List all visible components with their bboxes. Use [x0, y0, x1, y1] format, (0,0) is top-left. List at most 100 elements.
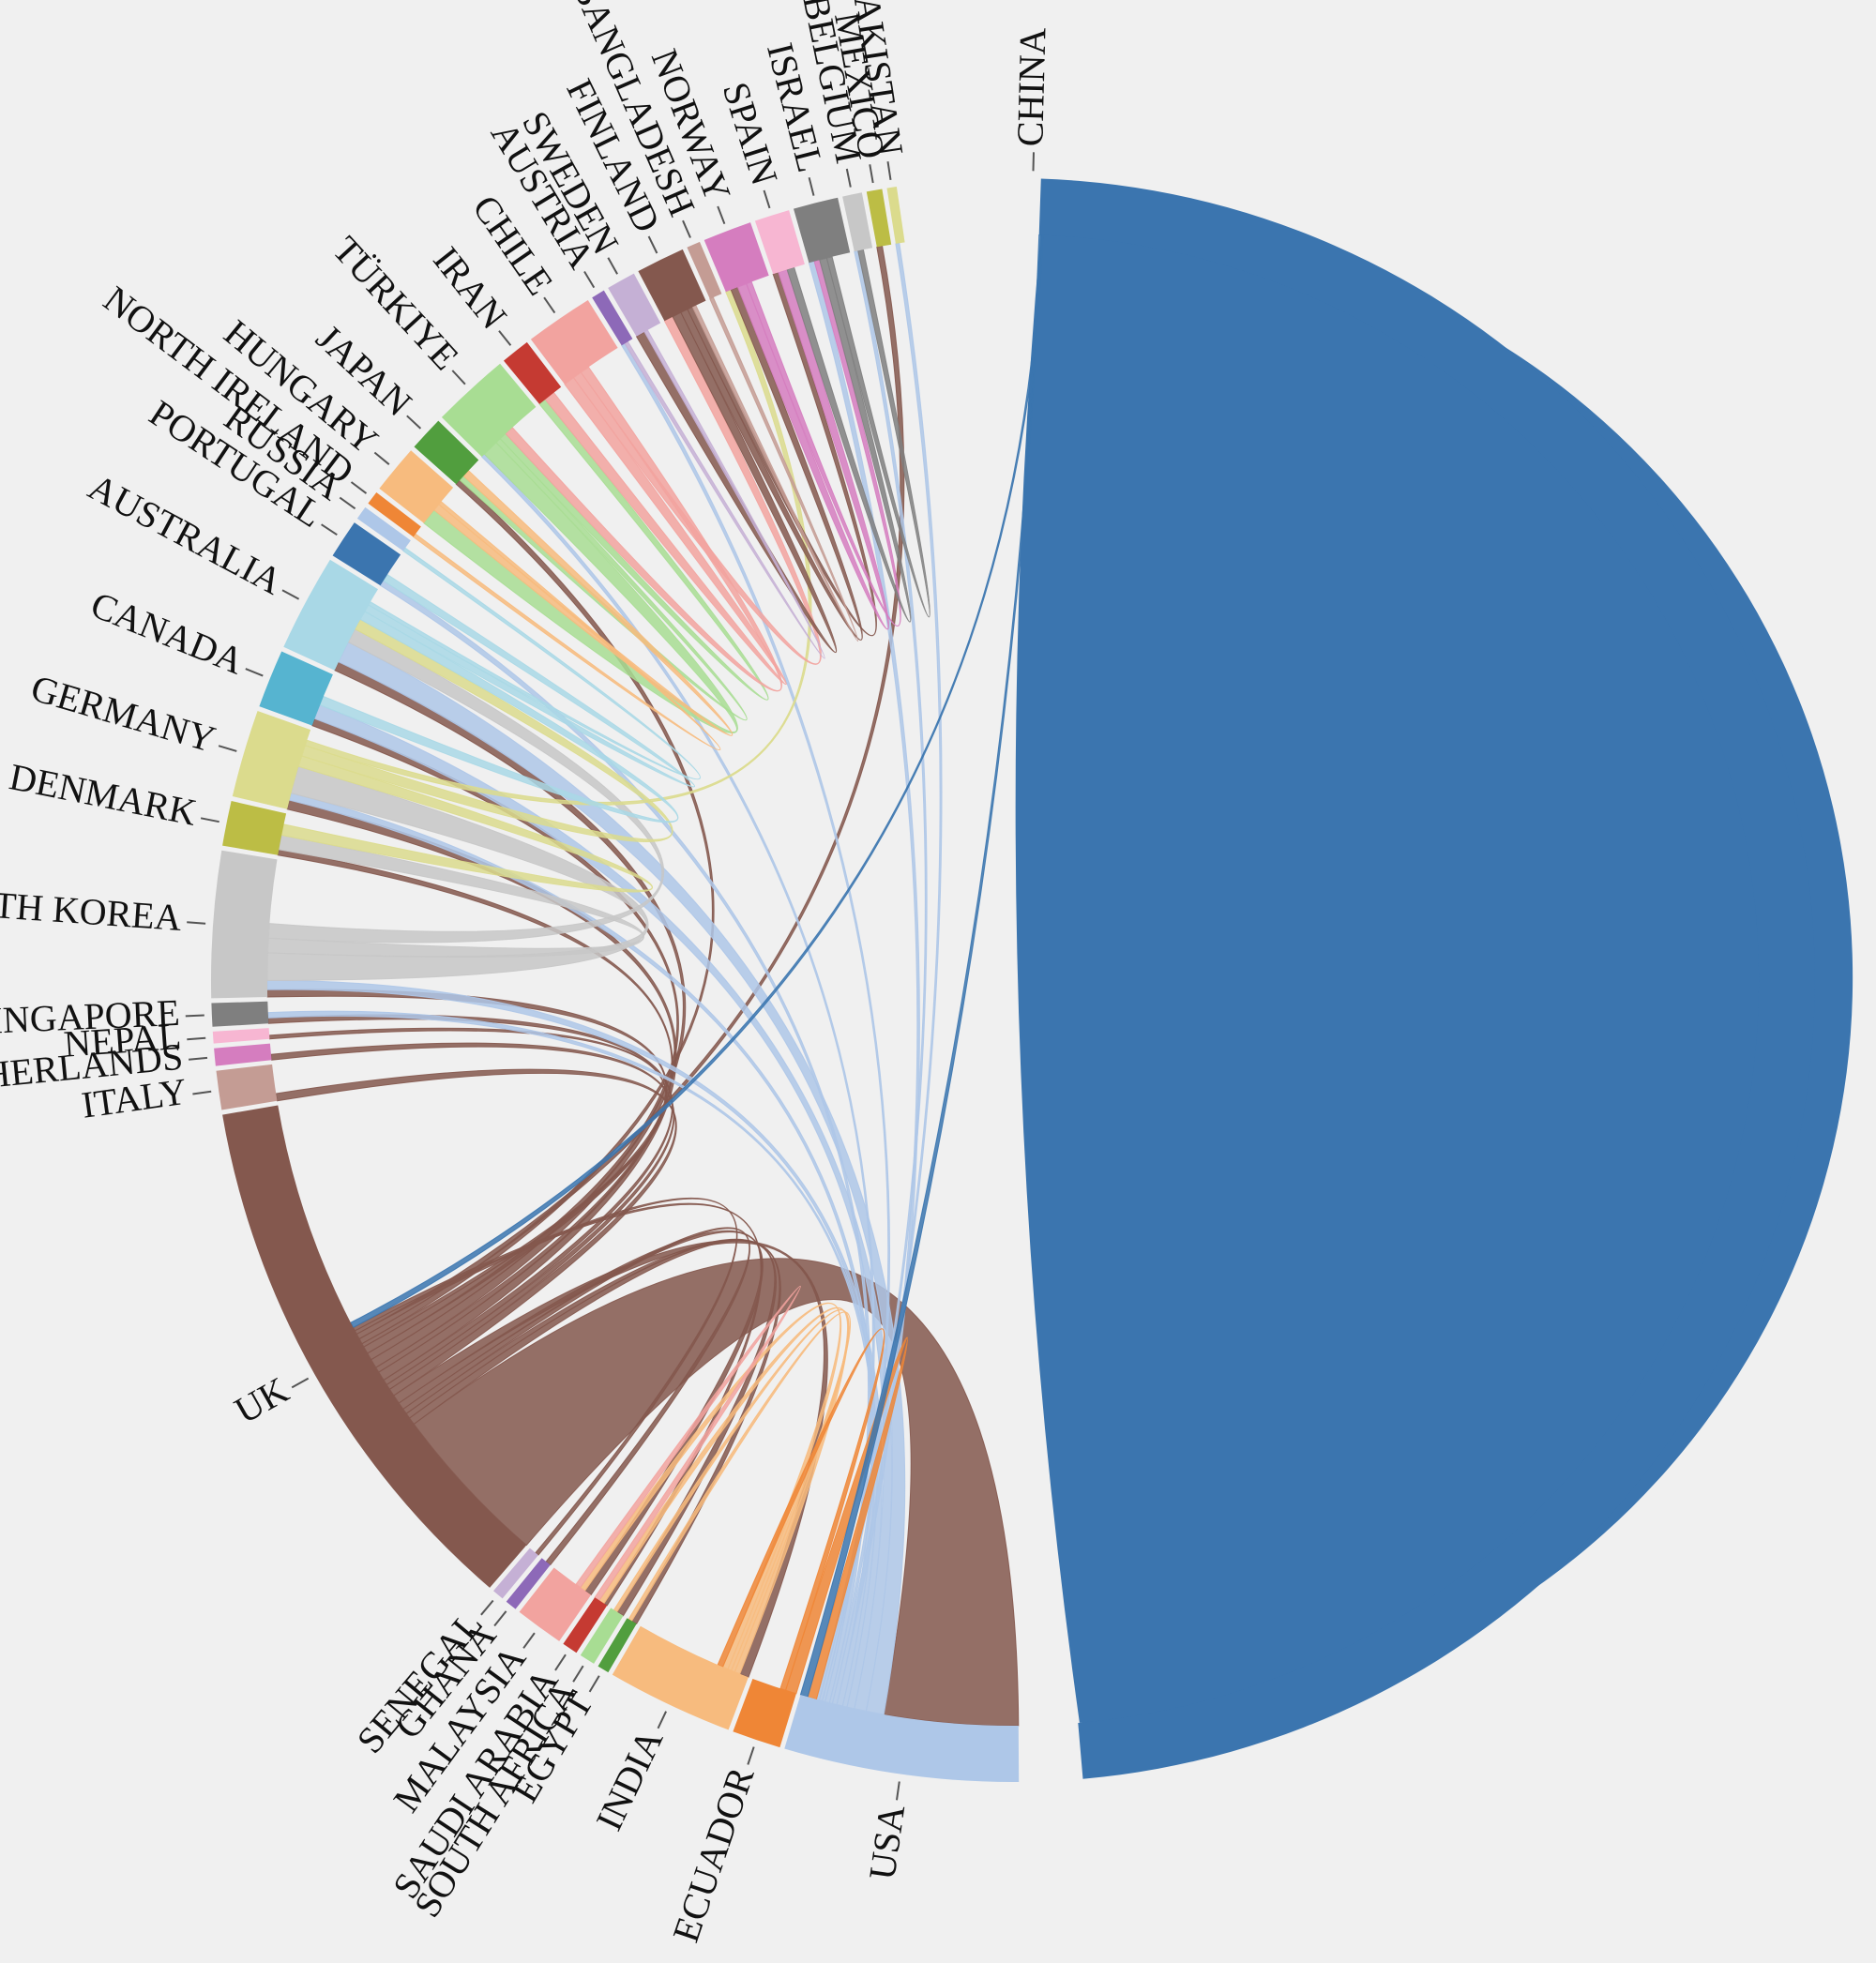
label-south-korea: SOUTH KOREA — [0, 879, 183, 940]
ribbon-germany-denmark — [280, 755, 653, 893]
label-tick-chile — [543, 296, 556, 314]
label-china: CHINA — [1008, 27, 1053, 147]
label-tick-finland — [647, 235, 658, 254]
ribbon-israel-belgium — [825, 249, 930, 618]
label-tick-bangladesh — [682, 219, 691, 238]
label-tick-t-rkiye — [451, 370, 466, 385]
label-tick-norway — [717, 205, 726, 225]
arc-usa — [784, 1695, 1020, 1783]
label-tick-uk — [291, 1377, 310, 1389]
label-tick-saudi-arabia — [554, 1653, 567, 1671]
ribbon-t-rkiye-hungary — [423, 442, 738, 734]
arc-finland — [638, 249, 706, 322]
label-tick-north-ireland — [350, 481, 368, 494]
ribbon-australia-portugal — [364, 573, 696, 788]
ribbon-south-korea-australia — [267, 628, 664, 944]
label-tick-portugal — [321, 523, 338, 536]
label-tick-denmark — [200, 817, 219, 823]
label-denmark: DENMARK — [6, 755, 200, 834]
label-tick-ecuador — [747, 1746, 755, 1765]
label-nepal: NEPAL — [62, 1015, 182, 1065]
label-tick-germany — [218, 745, 237, 752]
ribbon-germany-australia — [301, 618, 673, 843]
arc-italy — [216, 1064, 278, 1110]
label-tick-sweden — [607, 257, 618, 275]
label-germany: GERMANY — [26, 667, 220, 761]
arc-egypt — [598, 1618, 637, 1673]
arc-saudi-arabia — [563, 1597, 608, 1653]
arc-south-africa — [580, 1608, 624, 1664]
arc-malaysia — [519, 1567, 592, 1641]
arc-japan — [414, 420, 479, 485]
ribbon-china-uk — [350, 234, 1044, 1329]
arc-belgium — [842, 192, 873, 252]
ribbon-ecuador-india — [717, 1328, 885, 1691]
ribbon-norway-israel — [746, 259, 901, 627]
arc-south-korea — [210, 850, 278, 999]
ribbon-hungary-japan — [433, 470, 734, 736]
label-uk: UK — [227, 1368, 295, 1432]
label-singapore: SINGAPORE — [0, 991, 181, 1043]
label-tick-netherlands — [189, 1056, 208, 1061]
arc-north-ireland — [368, 492, 421, 537]
arc-portugal — [332, 522, 401, 586]
label-tick-russia — [339, 496, 356, 510]
ribbon-malaysia-saudi-arabia — [575, 1285, 801, 1602]
arc-senegal — [493, 1548, 538, 1599]
label-tick-australia — [281, 589, 300, 600]
arc-sweden — [608, 273, 661, 337]
ribbon-finland-norway — [680, 286, 864, 641]
label-tick-japan — [406, 415, 422, 430]
arc-bangladesh — [687, 241, 722, 299]
arc-germany — [232, 711, 311, 809]
label-tick-spain — [763, 189, 771, 209]
arc-uk — [222, 1105, 527, 1588]
arc-canada — [259, 651, 333, 726]
label-tick-hungary — [373, 451, 390, 465]
arc-mexico — [866, 189, 892, 248]
label-tick-senegal — [480, 1599, 494, 1616]
arc-hungary — [379, 450, 454, 523]
label-tick-south-korea — [187, 921, 206, 925]
ribbon-layer — [266, 232, 1853, 1727]
arc-india — [612, 1625, 749, 1730]
arc-spain — [754, 210, 805, 275]
label-tick-ghana — [493, 1610, 507, 1627]
arc-pakistan — [886, 187, 905, 244]
label-tick-iran — [498, 330, 512, 346]
ribbon-china-china — [1015, 232, 1853, 1724]
label-tick-austria — [583, 270, 596, 289]
label-canada: CANADA — [85, 583, 250, 683]
arc-ecuador — [733, 1679, 796, 1748]
arc-denmark — [222, 801, 287, 855]
label-usa: USA — [860, 1802, 913, 1882]
arc-chile — [530, 300, 618, 385]
arc-netherlands — [214, 1043, 272, 1066]
arc-nepal — [212, 1028, 270, 1044]
label-tick-mexico — [869, 164, 874, 184]
label-tick-canada — [245, 668, 264, 677]
arc-iran — [504, 341, 562, 404]
label-india: INDIA — [587, 1723, 671, 1837]
label-tick-egypt — [588, 1675, 600, 1693]
label-tick-belgium — [845, 168, 852, 188]
arc-israel — [794, 197, 851, 264]
label-tick-singapore — [185, 1014, 204, 1018]
ribbon-india-malaysia — [580, 1302, 842, 1670]
arc-australia — [283, 559, 378, 671]
label-tick-usa — [896, 1781, 900, 1801]
arc-t-rkiye — [441, 363, 537, 458]
arc-layer — [210, 178, 1815, 1783]
arc-singapore — [211, 1001, 269, 1027]
arc-austria — [592, 290, 633, 346]
label-tick-china — [1032, 152, 1035, 172]
arc-ghana — [506, 1558, 551, 1609]
label-tick-pakistan — [886, 161, 892, 181]
label-tick-italy — [192, 1090, 212, 1095]
arc-russia — [356, 506, 411, 551]
label-tick-malaysia — [522, 1632, 536, 1649]
label-tick-israel — [808, 176, 815, 196]
label-tick-nepal — [187, 1036, 206, 1041]
label-tick-india — [657, 1711, 668, 1729]
